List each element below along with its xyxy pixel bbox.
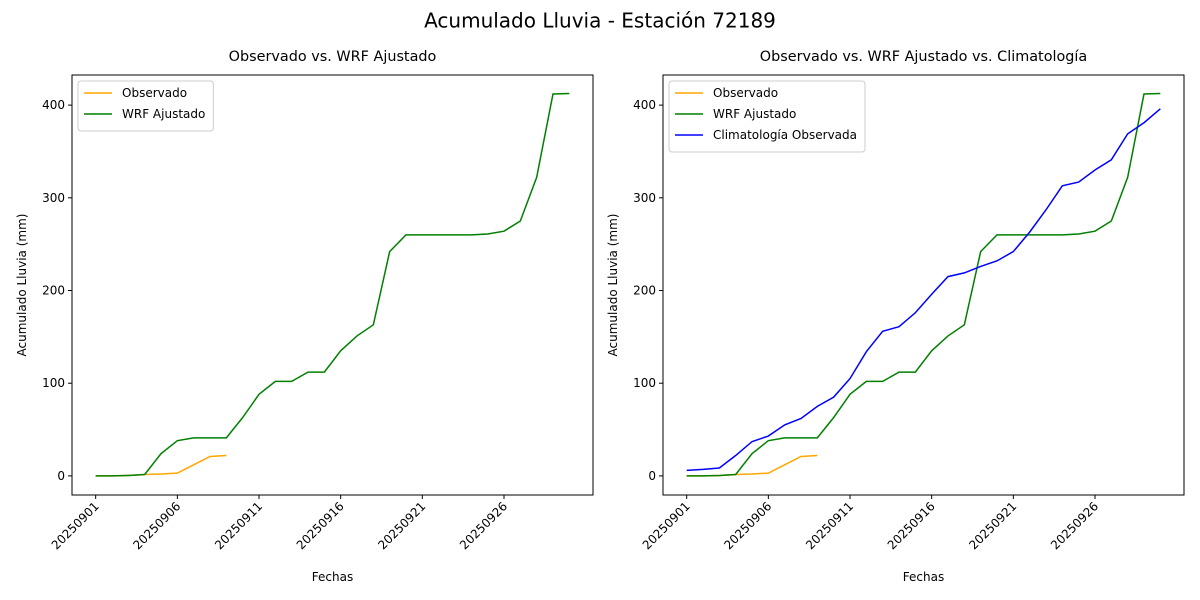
x-tick-label: 20250911 (212, 499, 265, 552)
legend-label: Observado (122, 86, 187, 100)
legend-label: WRF Ajustado (122, 107, 205, 121)
figure-title: Acumulado Lluvia - Estación 72189 (424, 9, 776, 33)
y-axis-label: Acumulado Lluvia (mm) (15, 214, 29, 357)
y-tick-label: 0 (57, 469, 65, 483)
legend: Observado WRF Ajustado (77, 80, 214, 132)
y-tick-label: 400 (42, 98, 65, 112)
y-tick-label: 100 (633, 376, 656, 390)
plot-frame (662, 74, 1185, 496)
series-line (95, 454, 227, 477)
legend-label: WRF Ajustado (713, 107, 796, 121)
x-tick-label: 20250921 (375, 499, 428, 552)
x-tick-label: 20250921 (966, 499, 1019, 552)
y-tick-label: 400 (633, 98, 656, 112)
series-line (95, 92, 570, 477)
plot-frame (71, 74, 594, 496)
x-tick-label: 20250901 (640, 499, 693, 552)
x-tick-label: 20250901 (49, 499, 102, 552)
y-tick-label: 200 (42, 284, 65, 298)
y-tick-label: 300 (42, 191, 65, 205)
x-tick-label: 20250906 (130, 499, 183, 552)
series-line (686, 92, 1161, 477)
chart-title: Observado vs. WRF Ajustado vs. Climatolo… (760, 49, 1088, 65)
y-tick-label: 100 (42, 376, 65, 390)
y-tick-label: 300 (633, 191, 656, 205)
y-axis-label: Acumulado Lluvia (mm) (606, 214, 620, 357)
x-axis-label: Fechas (312, 570, 353, 584)
legend-label: Climatología Observada (713, 128, 857, 142)
legend-box (668, 80, 866, 153)
series-line (686, 454, 818, 477)
x-tick-label: 20250916 (294, 499, 347, 552)
x-tick-label: 20250916 (885, 499, 938, 552)
legend: Observado WRF Ajustado Climatología Observ… (668, 80, 866, 153)
x-tick-label: 20250911 (803, 499, 856, 552)
x-tick-label: 20250926 (457, 499, 510, 552)
x-tick-label: 20250926 (1048, 499, 1101, 552)
series-line (686, 108, 1161, 472)
x-axis-label: Fechas (903, 570, 944, 584)
y-tick-label: 200 (633, 284, 656, 298)
y-tick-label: 0 (648, 469, 656, 483)
x-tick-label: 20250906 (721, 499, 774, 552)
chart-title: Observado vs. WRF Ajustado (229, 49, 437, 65)
legend-label: Observado (713, 86, 778, 100)
